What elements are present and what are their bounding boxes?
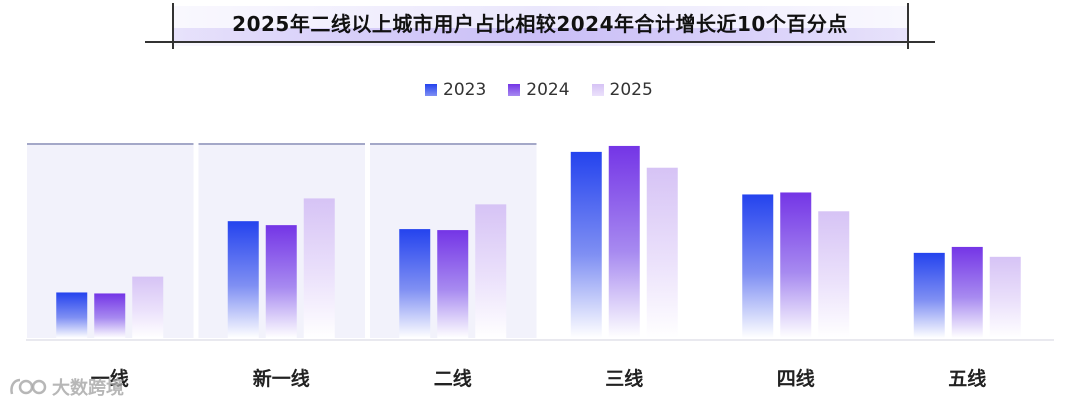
bar-2025-0 xyxy=(132,276,164,338)
title-banner: 2025年二线以上城市用户占比相较2024年合计增长近10个百分点 xyxy=(0,0,1080,60)
bar-2024-5 xyxy=(951,246,983,338)
legend-label: 2024 xyxy=(526,80,570,100)
bar-2025-2 xyxy=(475,204,507,338)
category-label-1: 新一线 xyxy=(252,368,310,390)
bar-2024-4 xyxy=(780,192,812,338)
category-label-0: 一线 xyxy=(90,368,129,390)
bar-2023-1 xyxy=(227,221,259,338)
watermark: 大数跨境 xyxy=(8,374,124,400)
legend: 2023 2024 2025 xyxy=(425,80,653,100)
bar-2024-0 xyxy=(94,293,126,338)
chart-title: 2025年二线以上城市用户占比相较2024年合计增长近10个百分点 xyxy=(232,12,848,36)
category-label-2: 二线 xyxy=(433,368,472,390)
title-highlight xyxy=(172,28,908,42)
watermark-text: 大数跨境 xyxy=(52,378,124,399)
bar-2023-5 xyxy=(913,252,945,338)
category-label-4: 四线 xyxy=(776,368,815,390)
bar-2025-3 xyxy=(646,167,678,338)
title-bracket-right xyxy=(907,3,909,49)
category-label-5: 五线 xyxy=(948,368,987,390)
category-label-3: 三线 xyxy=(605,368,644,390)
title-underline xyxy=(145,41,935,43)
bar-2024-1 xyxy=(265,225,297,338)
legend-swatch xyxy=(508,84,521,96)
logo-icon xyxy=(10,378,47,395)
bar-2024-3 xyxy=(608,145,640,338)
bar-2025-4 xyxy=(818,211,850,338)
legend-swatch xyxy=(425,84,437,96)
bar-2025-1 xyxy=(303,198,335,338)
legend-label: 2025 xyxy=(609,80,653,100)
legend-item-2025: 2025 xyxy=(591,80,653,100)
bar-2023-2 xyxy=(399,229,431,338)
bar-2023-3 xyxy=(570,151,602,338)
title-bracket-left xyxy=(172,3,174,49)
legend-label: 2023 xyxy=(443,80,487,100)
bar-2025-5 xyxy=(989,256,1021,338)
bar-2023-0 xyxy=(56,292,88,338)
legend-item-2024: 2024 xyxy=(508,80,570,100)
bar-2023-4 xyxy=(742,194,774,338)
legend-item-2023: 2023 xyxy=(425,80,486,100)
legend-swatch xyxy=(591,84,604,96)
bar-2024-2 xyxy=(437,230,469,338)
